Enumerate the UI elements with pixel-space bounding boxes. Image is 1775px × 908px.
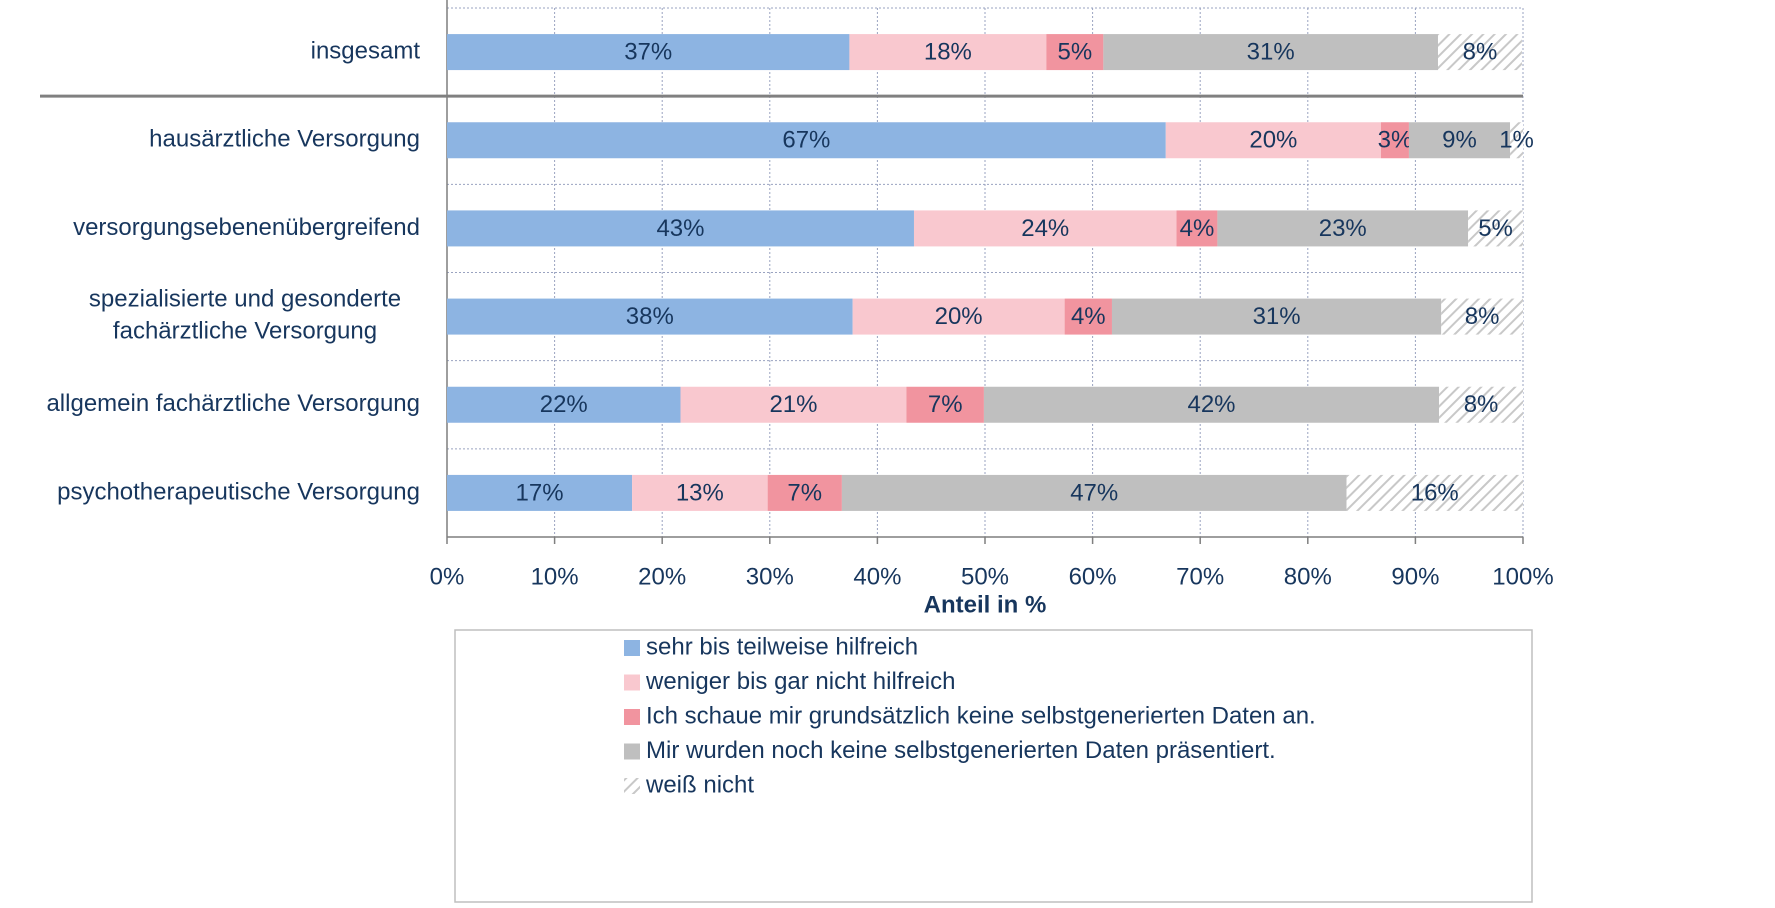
- x-tick-label: 20%: [638, 563, 686, 590]
- data-label: 18%: [924, 38, 972, 65]
- data-label: 4%: [1180, 215, 1215, 242]
- bar-segment: [906, 386, 984, 423]
- bar-segment: [1064, 298, 1112, 335]
- data-label: 31%: [1247, 38, 1295, 65]
- bar-segment: [447, 474, 633, 511]
- bar-segment: [680, 386, 907, 423]
- bar-segment: [1439, 386, 1523, 423]
- x-tick-label: 0%: [430, 563, 465, 590]
- legend-label: weiß nicht: [645, 771, 754, 798]
- x-tick-label: 100%: [1492, 563, 1553, 590]
- bar-segment: [1103, 34, 1438, 71]
- data-label: 13%: [676, 479, 724, 506]
- y-tick-label: insgesamt: [311, 37, 421, 64]
- bar-segment: [1441, 298, 1523, 335]
- x-tick-label: 80%: [1284, 563, 1332, 590]
- x-axis-label: Anteil in %: [924, 591, 1047, 618]
- bar-segment: [1346, 474, 1523, 511]
- data-label: 23%: [1319, 215, 1367, 242]
- legend-label: weniger bis gar nicht hilfreich: [645, 668, 955, 695]
- x-tick-label: 90%: [1391, 563, 1439, 590]
- data-label: 20%: [935, 303, 983, 330]
- data-label: 31%: [1253, 303, 1301, 330]
- legend-swatch: [624, 640, 640, 656]
- data-label: 5%: [1478, 215, 1513, 242]
- legend-label: sehr bis teilweise hilfreich: [646, 633, 918, 660]
- data-label: 37%: [624, 38, 672, 65]
- y-tick-label: versorgungsebenenübergreifend: [73, 214, 420, 241]
- data-label: 3%: [1378, 127, 1413, 154]
- bar-segment: [1380, 122, 1409, 159]
- x-tick-label: 30%: [746, 563, 794, 590]
- bar-segment: [983, 386, 1440, 423]
- bar-segment: [1111, 298, 1442, 335]
- bar-segment: [1468, 210, 1523, 247]
- bar-segment: [1437, 34, 1522, 71]
- data-label: 22%: [540, 391, 588, 418]
- bar-segment: [852, 298, 1065, 335]
- data-label: 8%: [1465, 303, 1500, 330]
- x-tick-label: 40%: [853, 563, 901, 590]
- data-label: 4%: [1071, 303, 1106, 330]
- bar-segment: [841, 474, 1347, 511]
- y-tick-label: allgemein fachärztliche Versorgung: [46, 390, 420, 417]
- legend-label: Ich schaue mir grundsätzlich keine selbs…: [646, 702, 1316, 729]
- x-tick-label: 10%: [531, 563, 579, 590]
- data-label: 7%: [787, 479, 822, 506]
- y-tick-label: spezialisierte und gesonderte fachärztlic…: [89, 286, 401, 345]
- bar-segment: [1510, 122, 1523, 159]
- bar-segment: [447, 210, 914, 247]
- data-label: 16%: [1411, 479, 1459, 506]
- data-label: 8%: [1464, 391, 1499, 418]
- data-label: 43%: [656, 215, 704, 242]
- bar-segment: [767, 474, 842, 511]
- data-label: 67%: [782, 127, 830, 154]
- data-label: 38%: [626, 303, 674, 330]
- bar-segment: [447, 122, 1166, 159]
- data-label: 47%: [1070, 479, 1118, 506]
- data-label: 24%: [1021, 215, 1069, 242]
- legend-box: [454, 629, 1533, 903]
- x-tick-label: 60%: [1069, 563, 1117, 590]
- bar-segment: [632, 474, 768, 511]
- x-tick-label: 50%: [961, 563, 1009, 590]
- legend-swatch: [624, 674, 640, 691]
- data-label: 17%: [516, 479, 564, 506]
- bar-segment: [447, 298, 853, 335]
- legend-swatch: [624, 743, 640, 760]
- bar-segment: [1176, 210, 1218, 247]
- y-tick-label: psychotherapeutische Versorgung: [57, 478, 420, 505]
- legend-swatch: [624, 709, 640, 725]
- x-tick-label: 70%: [1176, 563, 1224, 590]
- legend-label: Mir wurden noch keine selbstgenerierten …: [646, 737, 1276, 764]
- legend-swatch: [624, 778, 640, 794]
- data-label: 1%: [1499, 127, 1534, 154]
- bar-segment: [1165, 122, 1381, 159]
- bar-segment: [913, 210, 1177, 247]
- bar-segment: [849, 34, 1047, 71]
- bar-segment: [447, 34, 850, 71]
- data-label: 9%: [1442, 127, 1477, 154]
- y-tick-label: hausärztliche Versorgung: [149, 126, 420, 153]
- bar-segment: [1046, 34, 1104, 71]
- data-label: 42%: [1187, 391, 1235, 418]
- data-label: 20%: [1249, 127, 1297, 154]
- bar-segment: [1217, 210, 1469, 247]
- bar-segment: [447, 386, 681, 423]
- data-label: 5%: [1058, 38, 1093, 65]
- data-label: 21%: [769, 391, 817, 418]
- data-label: 8%: [1463, 38, 1498, 65]
- bar-segment: [1408, 122, 1511, 159]
- data-label: 7%: [928, 391, 963, 418]
